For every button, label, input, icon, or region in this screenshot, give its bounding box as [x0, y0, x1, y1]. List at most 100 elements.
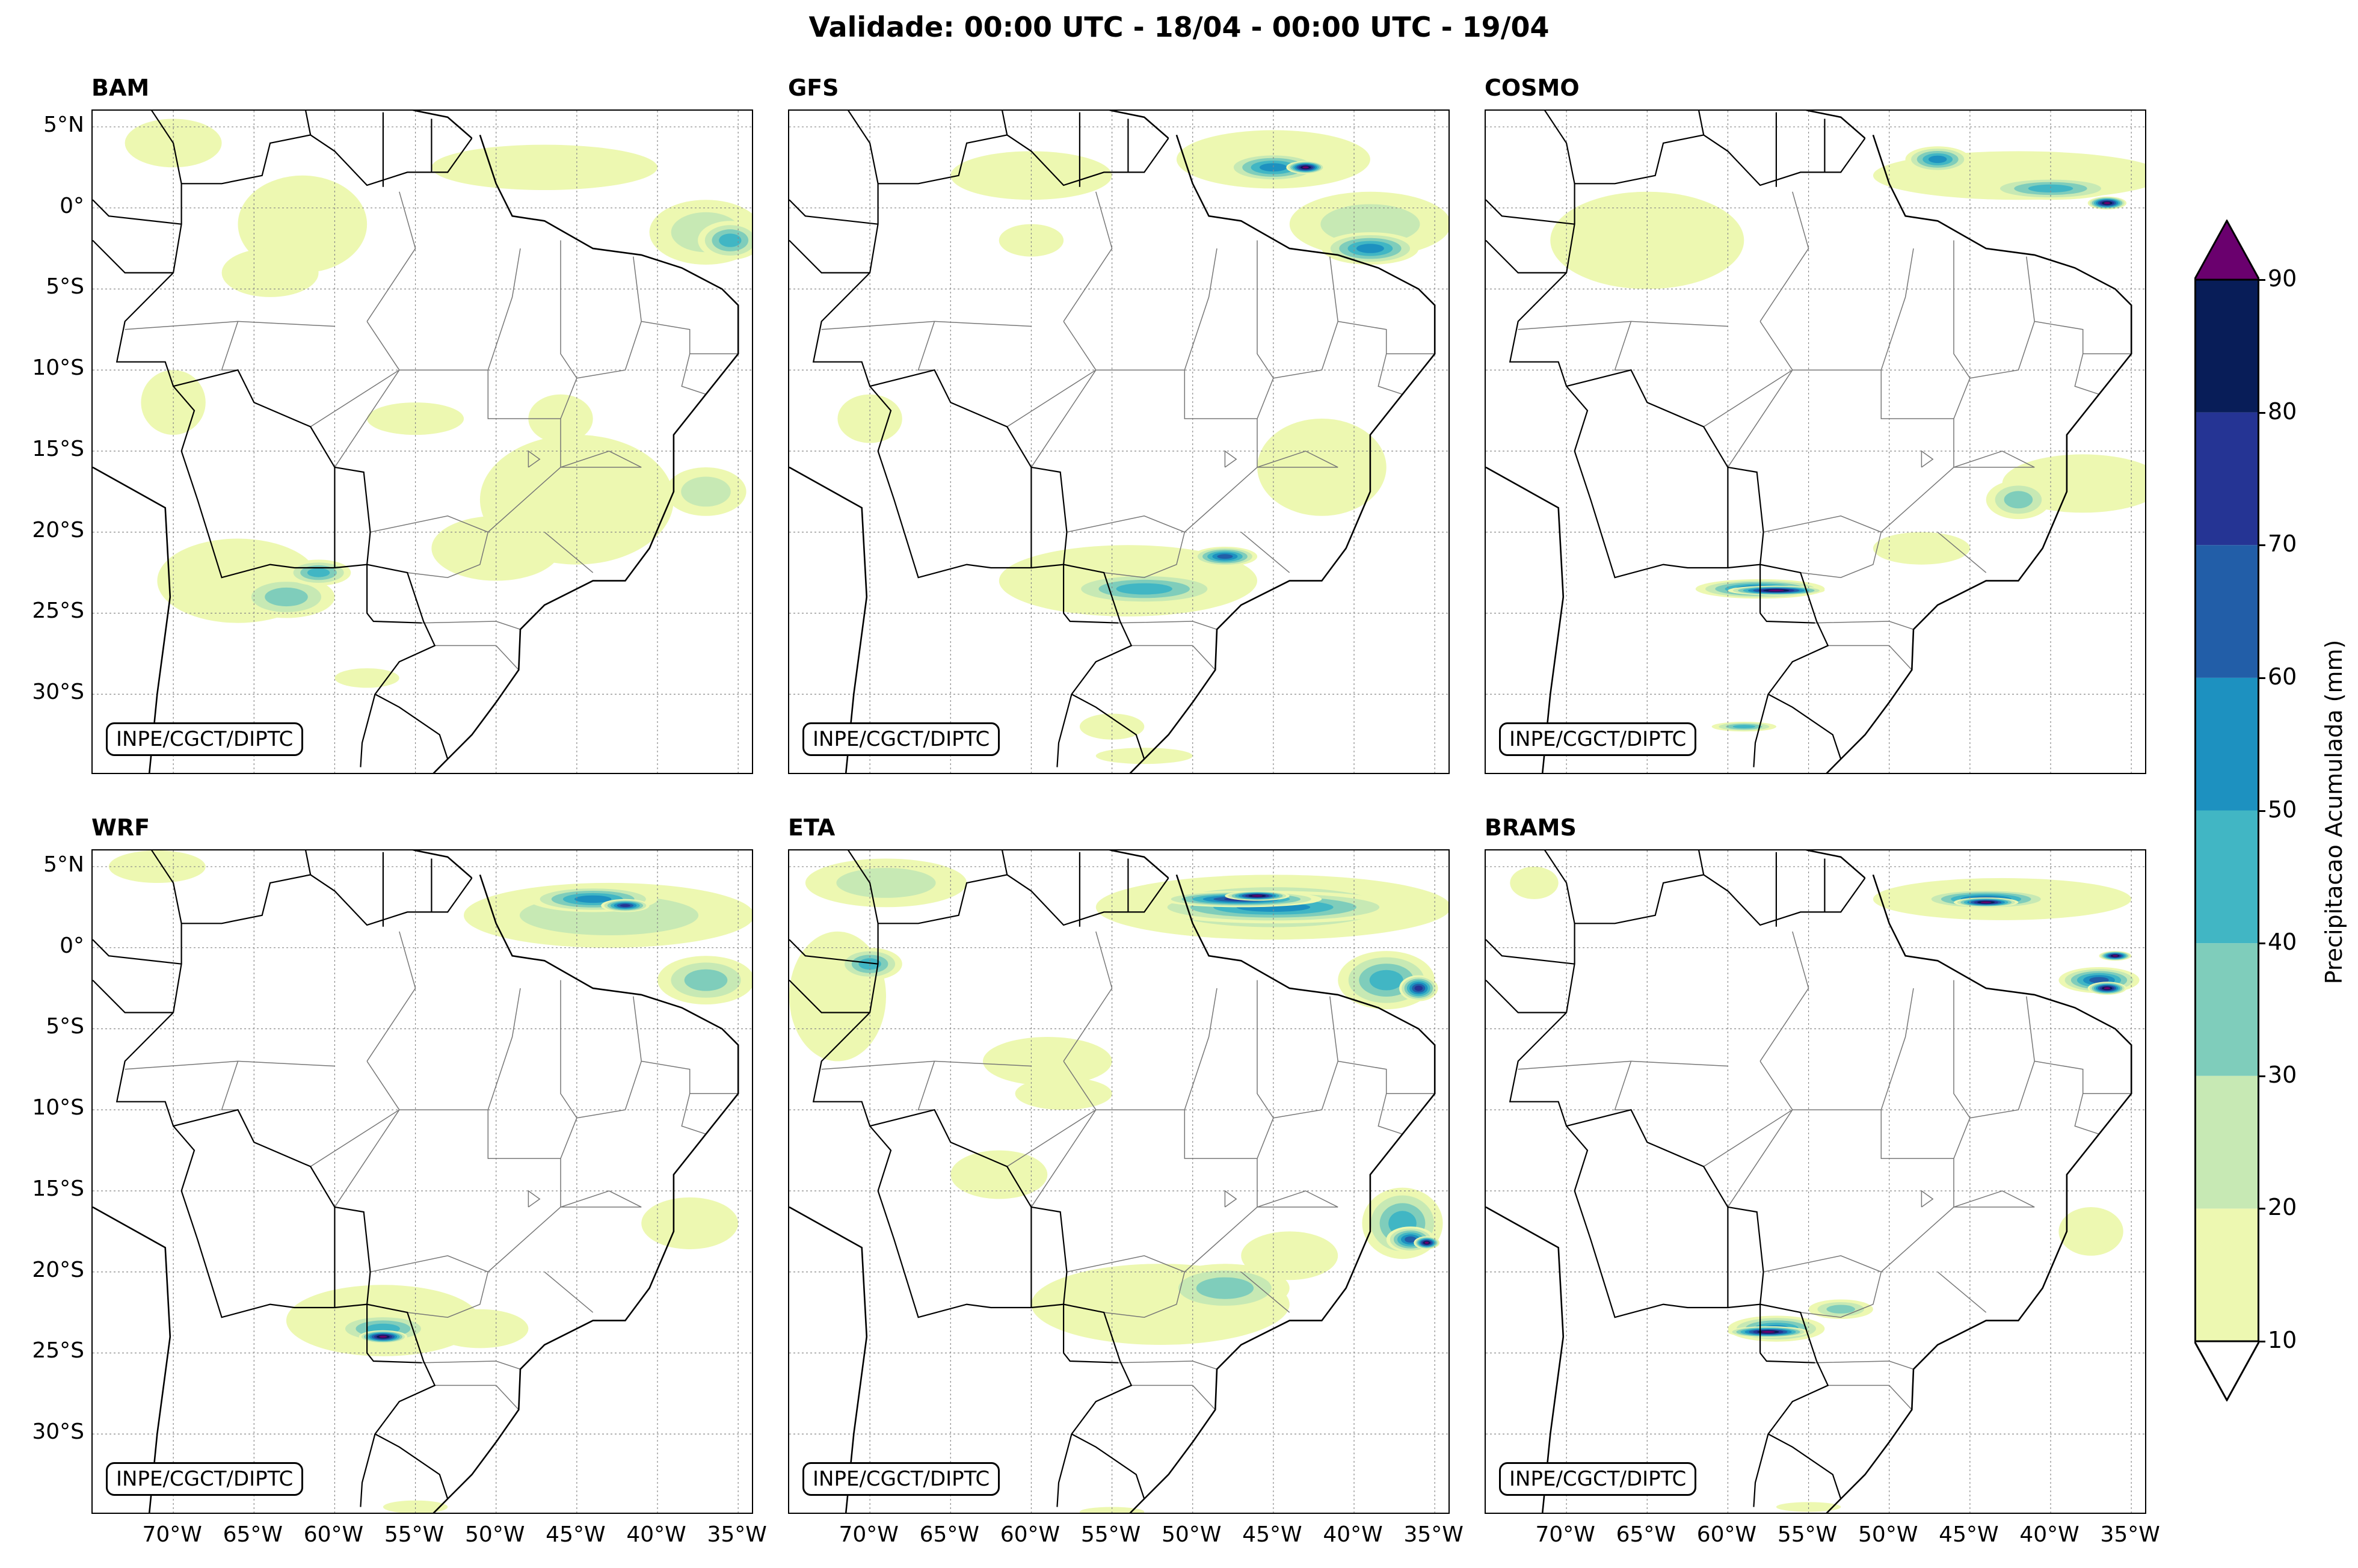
country-borders [93, 850, 473, 1507]
lon-tick-label: 45°W [1939, 1522, 1999, 1547]
coastline-east [1826, 874, 2132, 1513]
gridlines [789, 850, 1448, 1513]
state-border [641, 321, 739, 355]
gridlines [789, 111, 1448, 773]
country-border [93, 199, 182, 225]
precipitation-field [789, 858, 1448, 1513]
precip-contour [1095, 748, 1193, 764]
country-border [789, 939, 878, 965]
state-border [370, 1190, 642, 1273]
lon-tick-label: 60°W [303, 1522, 364, 1547]
lat-tick-label: 0° [60, 933, 84, 958]
state-borders [125, 931, 739, 1410]
colorbar-tick-mark [2259, 279, 2265, 281]
colorbar-tick-label: 70 [2268, 530, 2297, 558]
panel-title-brams: BRAMS [1485, 814, 1577, 841]
colorbar-tick-mark [2259, 1341, 2265, 1342]
coastline-north [412, 111, 473, 139]
state-border [528, 450, 541, 468]
state-border [1792, 369, 2035, 468]
country-border [1031, 564, 1064, 569]
coastline [1486, 850, 2132, 1513]
state-border [434, 1385, 519, 1410]
country-border [1566, 1125, 1729, 1318]
precip-contour [858, 958, 881, 970]
precip-contour [836, 868, 936, 898]
country-border [334, 1303, 368, 1309]
state-border [528, 1190, 541, 1208]
country-border [848, 850, 879, 924]
state-border [1614, 1061, 1632, 1110]
state-border [125, 321, 335, 330]
lon-tick-label: 35°W [1403, 1522, 1464, 1547]
lon-tick-label: 45°W [546, 1522, 606, 1547]
state-border [1518, 321, 1728, 330]
state-border [1703, 1060, 1793, 1167]
coastline-north [1805, 850, 1866, 879]
lat-tick-label: 15°S [32, 1176, 84, 1201]
country-border [1002, 850, 1008, 875]
country-border [334, 564, 368, 569]
precip-contour [1761, 1330, 1775, 1333]
precip-contour [1732, 725, 1755, 728]
state-border [1184, 248, 1217, 370]
lon-tick-label: 60°W [1696, 1522, 1757, 1547]
panel-title-cosmo: COSMO [1485, 75, 1580, 101]
state-border [1800, 1271, 1882, 1318]
coastline-west [1486, 1206, 1565, 1513]
country-borders [789, 850, 1169, 1507]
state-border [1067, 450, 1338, 533]
country-border [173, 1125, 336, 1318]
state-border [125, 1060, 335, 1070]
precip-contour [620, 904, 630, 907]
state-border [334, 1109, 400, 1208]
lon-tick-label: 55°W [1777, 1522, 1838, 1547]
precip-contour [1826, 1305, 1855, 1314]
state-border [1184, 988, 1217, 1110]
precip-contour [1302, 166, 1309, 169]
gridlines [1486, 111, 2145, 773]
state-border [1759, 191, 1809, 322]
gridlines [93, 111, 752, 773]
coastline [93, 850, 739, 1513]
precip-contour [1259, 163, 1287, 172]
precipitation-field [108, 850, 752, 1513]
precip-contour [681, 476, 731, 507]
state-border [1921, 1190, 1934, 1208]
lat-tick-label: 5°S [46, 274, 84, 300]
colorbar-segment [2194, 280, 2259, 413]
country-border [789, 979, 870, 1013]
country-border [1698, 850, 1705, 875]
country-border [151, 850, 182, 924]
precip-contour [574, 895, 612, 903]
country-border [360, 1433, 376, 1507]
state-border [1338, 1060, 1435, 1095]
precip-contour [1928, 155, 1947, 164]
lon-tick-label: 35°W [707, 1522, 767, 1547]
colorbar-segment [2194, 545, 2259, 678]
colorbar-segment [2194, 412, 2259, 546]
colorbar-segment [2194, 677, 2259, 811]
coastline-north [1109, 111, 1169, 139]
precip-contour [1424, 1241, 1429, 1244]
panel-title-gfs: GFS [788, 75, 839, 101]
colorbar-over-triangle [2193, 218, 2261, 281]
lon-tick-label: 70°W [839, 1522, 899, 1547]
brazil-border [812, 874, 1169, 1499]
precip-contour [1405, 1236, 1417, 1243]
country-border [1753, 1433, 1769, 1507]
state-borders [1518, 931, 2132, 1410]
state-border [366, 191, 416, 322]
country-border [1056, 693, 1073, 767]
lon-tick-label: 40°W [1323, 1522, 1383, 1547]
state-border [407, 532, 489, 578]
lon-tick-label: 70°W [1535, 1522, 1595, 1547]
coastline-west [789, 1206, 868, 1513]
precipitation-field [1510, 866, 2140, 1512]
country-border [1031, 1303, 1064, 1309]
state-border [334, 369, 400, 468]
state-border [1095, 369, 1338, 468]
state-border [1131, 645, 1216, 671]
colorbar [2193, 218, 2261, 1403]
coastline-west [1486, 466, 1565, 773]
